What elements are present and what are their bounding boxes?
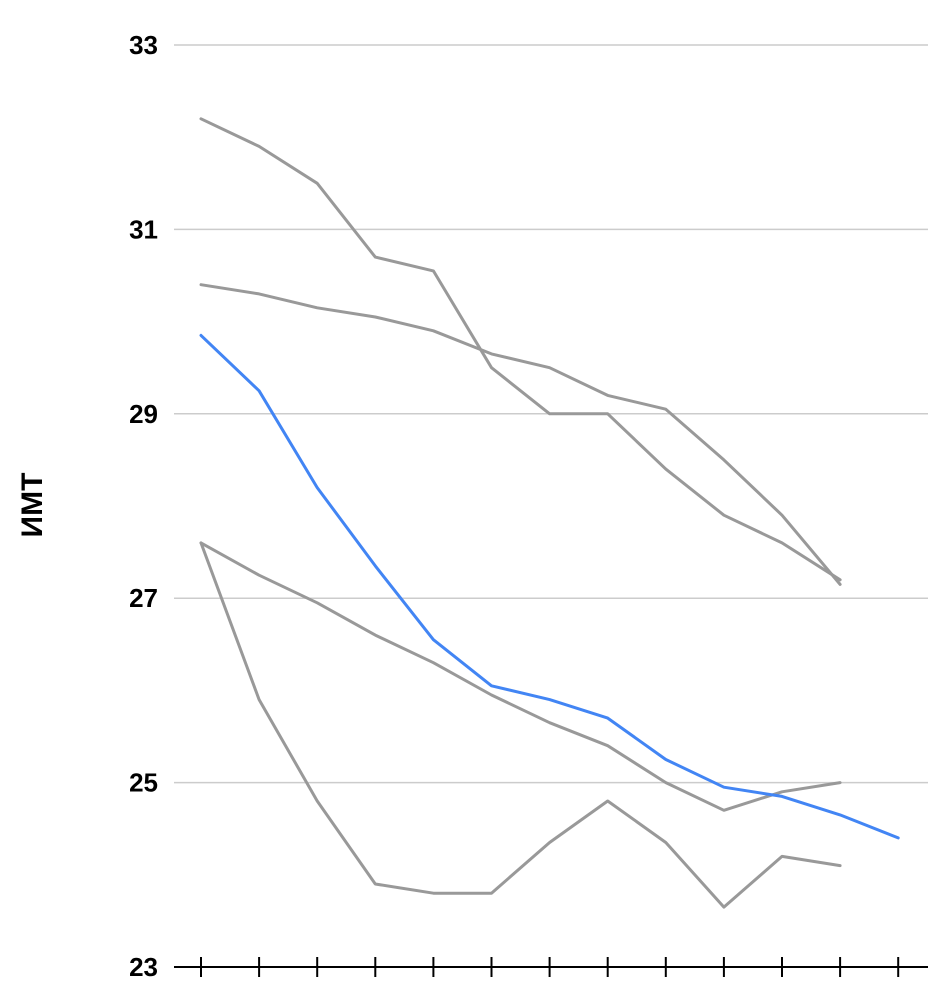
y-tick-label: 29 — [129, 399, 158, 429]
series-line-1 — [199, 117, 842, 582]
y-tick-label: 27 — [129, 583, 158, 613]
y-tick-label: 33 — [129, 30, 158, 60]
series-line-2 — [199, 283, 842, 586]
x-axis — [174, 957, 928, 977]
y-tick-label: 31 — [129, 214, 158, 244]
y-tick-label: 25 — [129, 768, 158, 798]
series-lines — [199, 117, 900, 909]
y-axis-tick-labels: 23 25 27 29 31 33 — [129, 30, 158, 982]
series-line-3 — [199, 541, 842, 812]
y-tick-label: 23 — [129, 952, 158, 982]
series-line-5 — [199, 333, 900, 840]
series-line-4 — [199, 541, 842, 909]
y-axis-title: ИМТ — [16, 473, 49, 538]
